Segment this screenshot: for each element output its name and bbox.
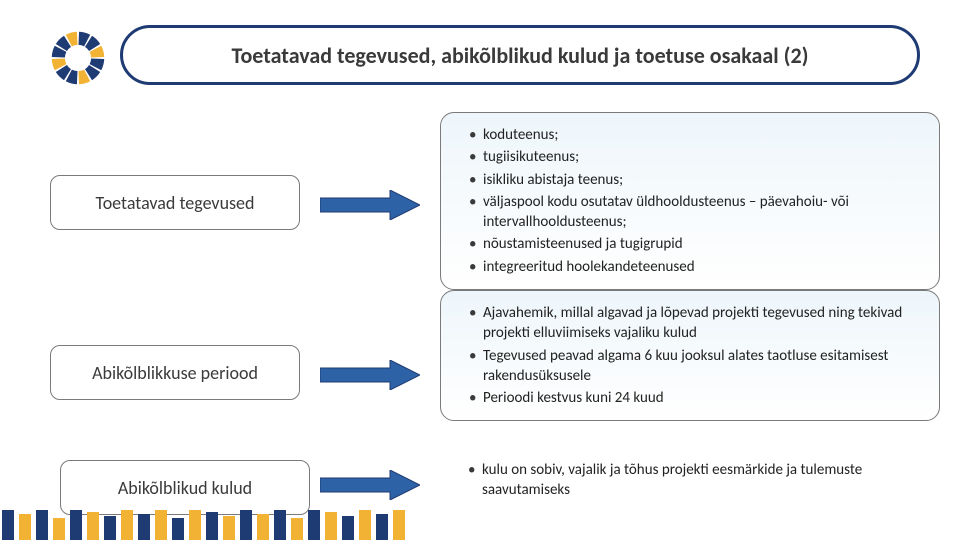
footer-stripe [393,510,405,540]
footer-stripe [19,514,31,540]
arrow-icon-2 [320,360,420,390]
content-box-1: koduteenus;tugiisikuteenus; isikliku abis… [440,112,940,290]
footer-stripe-band [0,526,960,540]
footer-stripe [206,512,218,540]
footer-stripe [172,518,184,540]
footer-stripe [87,512,99,540]
footer-stripe [308,510,320,540]
row-label-2-text: Abikõlblikkuse periood [92,362,258,384]
bullet-item: Ajavahemik, millal algavad ja lõpevad pr… [469,303,923,344]
footer-stripe [376,514,388,540]
content-box-3: kulu on sobiv, vajalik ja tõhus projekti… [440,448,940,513]
bullet-list-2: Ajavahemik, millal algavad ja lõpevad pr… [469,303,923,408]
footer-stripe [325,512,337,540]
bullet-item: isikliku abistaja teenus; [469,170,923,190]
footer-stripe [359,510,371,540]
row-label-3: Abikõlblikud kulud [60,460,310,515]
footer-stripe [189,510,201,540]
bullet-list-1: koduteenus;tugiisikuteenus; isikliku abis… [469,125,923,277]
row-label-1: Toetatavad tegevused [50,175,300,230]
content-box-2: Ajavahemik, millal algavad ja lõpevad pr… [440,290,940,421]
bullet-item: tugiisikuteenus; [469,147,923,167]
footer-stripe [274,510,286,540]
footer-stripe [138,514,150,540]
slide-title-text: Toetatavad tegevused, abikõlblikud kulud… [231,42,808,69]
bullet-item: nõustamisteenused ja tugigrupid [469,234,923,254]
footer-stripe [104,516,116,540]
footer-stripe [53,518,65,540]
bullet-item: koduteenus; [469,125,923,145]
arrow-icon-1 [320,190,420,220]
footer-stripe [2,510,14,540]
segmented-ring-logo [48,28,108,88]
bullet-item: Tegevused peavad algama 6 kuu jooksul al… [469,346,923,387]
footer-stripe [342,516,354,540]
footer-stripe [121,510,133,540]
bullet-list-3: kulu on sobiv, vajalik ja tõhus projekti… [468,460,924,501]
footer-stripe [240,510,252,540]
row-label-3-text: Abikõlblikud kulud [118,477,252,499]
footer-stripe [155,510,167,540]
bullet-item: väljaspool kodu osutatav üldhooldusteenu… [469,192,923,233]
footer-stripe [36,510,48,540]
footer-stripe [291,518,303,540]
bullet-item: Perioodi kestvus kuni 24 kuud [469,388,923,408]
row-label-2: Abikõlblikkuse periood [50,345,300,400]
slide-title-bar: Toetatavad tegevused, abikõlblikud kulud… [120,25,920,85]
bullet-item: integreeritud hoolekandeteenused [469,257,923,277]
footer-stripe [223,516,235,540]
row-label-1-text: Toetatavad tegevused [96,192,255,214]
footer-stripe [257,514,269,540]
footer-stripe [70,510,82,540]
bullet-item: kulu on sobiv, vajalik ja tõhus projekti… [468,460,924,501]
arrow-icon-3 [320,470,420,500]
